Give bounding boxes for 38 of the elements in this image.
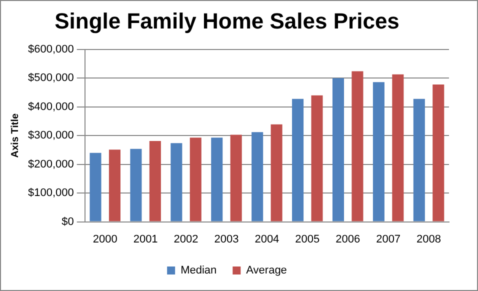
legend-label: Median: [180, 264, 217, 277]
bar: [292, 98, 304, 222]
y-tick-label: $600,000: [28, 43, 74, 56]
x-tick-label: 2003: [214, 233, 239, 246]
bar: [270, 124, 282, 222]
y-tick-label: $200,000: [28, 158, 74, 170]
legend-label: Average: [246, 264, 287, 277]
x-tick-label: 2006: [336, 233, 360, 246]
bar: [149, 141, 161, 222]
bar: [352, 71, 364, 222]
bar: [332, 78, 344, 222]
bar: [90, 152, 102, 222]
y-tick-label: $500,000: [28, 72, 74, 84]
bar: [252, 132, 264, 222]
x-tick-label: 2002: [174, 233, 198, 246]
bar: [190, 138, 202, 222]
y-tick-label: $100,000: [28, 187, 74, 200]
bar: [392, 74, 404, 222]
bar: [432, 84, 444, 222]
x-tick-label: 2004: [254, 233, 280, 246]
y-axis-title: Axis Title: [10, 113, 21, 158]
x-tick-label: 2008: [416, 233, 442, 246]
x-tick-label: 2005: [295, 233, 320, 246]
x-tick-label: 2007: [376, 233, 401, 246]
y-tick-label: $0: [62, 216, 74, 228]
y-tick-label: $300,000: [28, 130, 74, 142]
bar: [211, 138, 223, 222]
bar: [311, 95, 323, 222]
chart-title: Single Family Home Sales Prices: [54, 8, 400, 34]
x-tick-label: 2001: [133, 233, 158, 246]
bar: [130, 148, 142, 222]
bar: [108, 150, 120, 222]
bar: [170, 143, 182, 222]
bar: [230, 134, 242, 222]
y-tick-label: $400,000: [28, 100, 74, 113]
bar: [413, 98, 425, 222]
bar: [372, 82, 384, 222]
x-tick-label: 2000: [92, 233, 118, 246]
